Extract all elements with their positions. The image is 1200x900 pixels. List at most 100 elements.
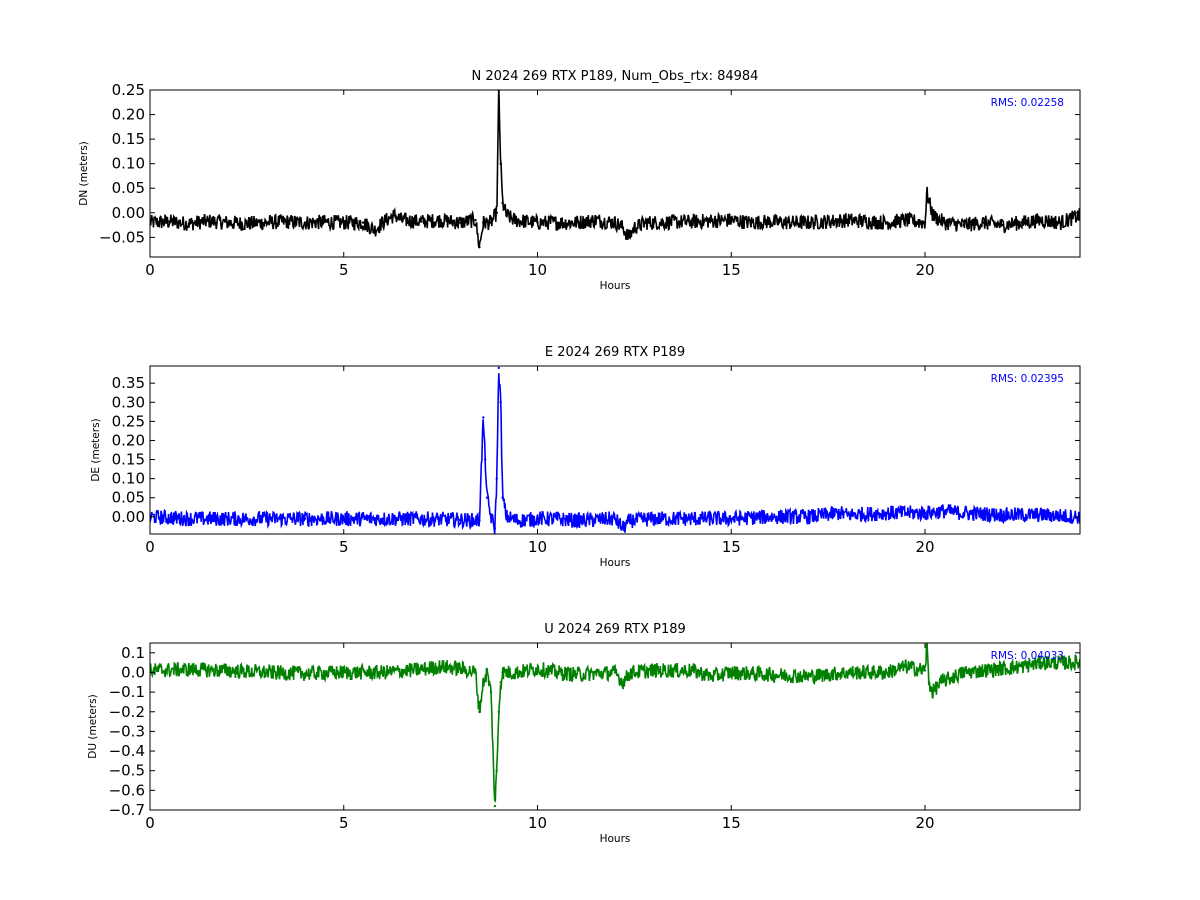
data-point-east <box>1040 513 1043 517</box>
data-point-north <box>885 221 888 224</box>
data-point-north <box>1020 221 1024 224</box>
series-line-up <box>150 643 1080 803</box>
data-point-north <box>474 219 477 222</box>
data-point-up <box>885 671 888 674</box>
data-point-east <box>420 517 423 520</box>
data-point-north <box>439 219 442 222</box>
data-point-north <box>1059 221 1062 224</box>
data-point-up <box>555 671 559 674</box>
data-point-up <box>1001 667 1004 670</box>
data-point-up <box>925 643 929 647</box>
data-point-east <box>691 517 694 520</box>
x-tick-label-east: 20 <box>915 538 934 556</box>
data-point-north <box>284 220 287 223</box>
y-tick-label-north: 0.00 <box>112 204 145 222</box>
chart-title-up: U 2024 269 RTX P189 <box>544 622 686 637</box>
data-point-up <box>342 671 345 674</box>
data-point-north <box>478 246 481 249</box>
data-point-up <box>485 671 489 674</box>
data-point-east <box>495 477 498 480</box>
x-axis-label-north: Hours <box>600 280 631 292</box>
data-point-north <box>633 226 636 229</box>
data-point-up <box>495 769 498 772</box>
data-point-up <box>497 710 500 713</box>
data-point-north <box>342 221 345 224</box>
data-point-up <box>381 671 384 674</box>
y-tick-label-north: 0.25 <box>112 81 145 99</box>
y-axis-label-east: DE (meters) <box>90 418 102 481</box>
data-point-east <box>943 509 946 513</box>
data-point-east <box>1001 513 1004 517</box>
data-point-east <box>838 511 841 515</box>
data-point-up <box>499 681 502 684</box>
data-point-up <box>575 673 578 676</box>
data-point-north <box>981 221 985 224</box>
data-point-up <box>1020 665 1024 668</box>
data-point-east <box>923 511 927 515</box>
data-point-east <box>497 366 500 370</box>
data-point-east <box>458 518 462 522</box>
data-point-up <box>962 671 965 674</box>
data-point-north <box>788 221 791 224</box>
x-tick-label-up: 0 <box>145 814 155 832</box>
x-axis-label-up: Hours <box>600 833 631 845</box>
axes-frame-east <box>149 365 1081 535</box>
series-line-east <box>150 373 1080 534</box>
x-tick-label-east: 15 <box>722 538 741 556</box>
data-point-north <box>381 221 384 224</box>
data-point-up <box>730 671 733 674</box>
panel-north: 0 5 10 15 20 −0.05 0.00 0.05 0.10 0.15 0.20 0.25 N 2… <box>78 69 1081 292</box>
data-point-north <box>499 162 502 165</box>
y-axis-label-up: DU (meters) <box>87 694 99 758</box>
rms-annotation-up: RMS: 0.04033 <box>991 650 1064 662</box>
data-point-east <box>652 517 655 520</box>
data-point-north <box>303 221 307 224</box>
data-point-east <box>768 515 772 518</box>
y-tick-label-north: 0.10 <box>112 155 145 173</box>
x-tick-label-north: 0 <box>145 261 155 279</box>
data-point-north <box>495 211 498 214</box>
data-point-north <box>536 221 539 224</box>
y-tick-label-east: 0.25 <box>112 412 145 430</box>
data-point-north <box>555 221 559 224</box>
data-point-up <box>303 672 307 675</box>
y-tick-label-east: 0.35 <box>112 374 145 392</box>
data-point-east <box>499 401 502 404</box>
data-point-north <box>594 219 597 222</box>
data-point-east <box>342 517 345 520</box>
data-point-east <box>575 519 578 522</box>
data-point-up <box>710 675 714 678</box>
y-tick-label-up: −0.2 <box>109 703 145 721</box>
data-point-up <box>187 668 190 671</box>
data-point-up <box>226 669 229 672</box>
data-point-north <box>925 191 929 195</box>
chart-title-north: N 2024 269 RTX P189, Num_Obs_rtx: 84984 <box>472 69 759 84</box>
data-point-north <box>226 221 229 224</box>
data-point-north <box>245 222 249 225</box>
data-point-east <box>482 416 485 419</box>
data-point-east <box>478 519 481 522</box>
y-tick-label-up: −0.1 <box>109 683 145 701</box>
data-point-up <box>458 667 462 670</box>
data-point-north <box>168 220 171 223</box>
data-point-up <box>652 669 655 672</box>
y-tick-label-east: 0.05 <box>112 489 145 507</box>
data-point-north <box>361 221 365 224</box>
data-point-up <box>904 665 907 668</box>
data-point-north <box>501 201 504 205</box>
data-point-east <box>555 517 559 520</box>
x-tick-label-north: 15 <box>722 261 741 279</box>
data-point-north <box>373 228 376 232</box>
data-point-up <box>923 669 927 672</box>
y-axis-label-north: DN (meters) <box>78 141 90 206</box>
y-tick-label-east: 0.10 <box>112 470 145 488</box>
data-point-up <box>931 690 934 694</box>
data-point-up <box>613 671 617 674</box>
y-tick-label-up: −0.5 <box>109 762 145 780</box>
axes-frame-north <box>149 89 1081 258</box>
x-tick-label-up: 10 <box>528 814 547 832</box>
data-point-east <box>265 517 268 520</box>
data-point-east <box>621 527 624 530</box>
x-tick-label-north: 5 <box>339 261 349 279</box>
